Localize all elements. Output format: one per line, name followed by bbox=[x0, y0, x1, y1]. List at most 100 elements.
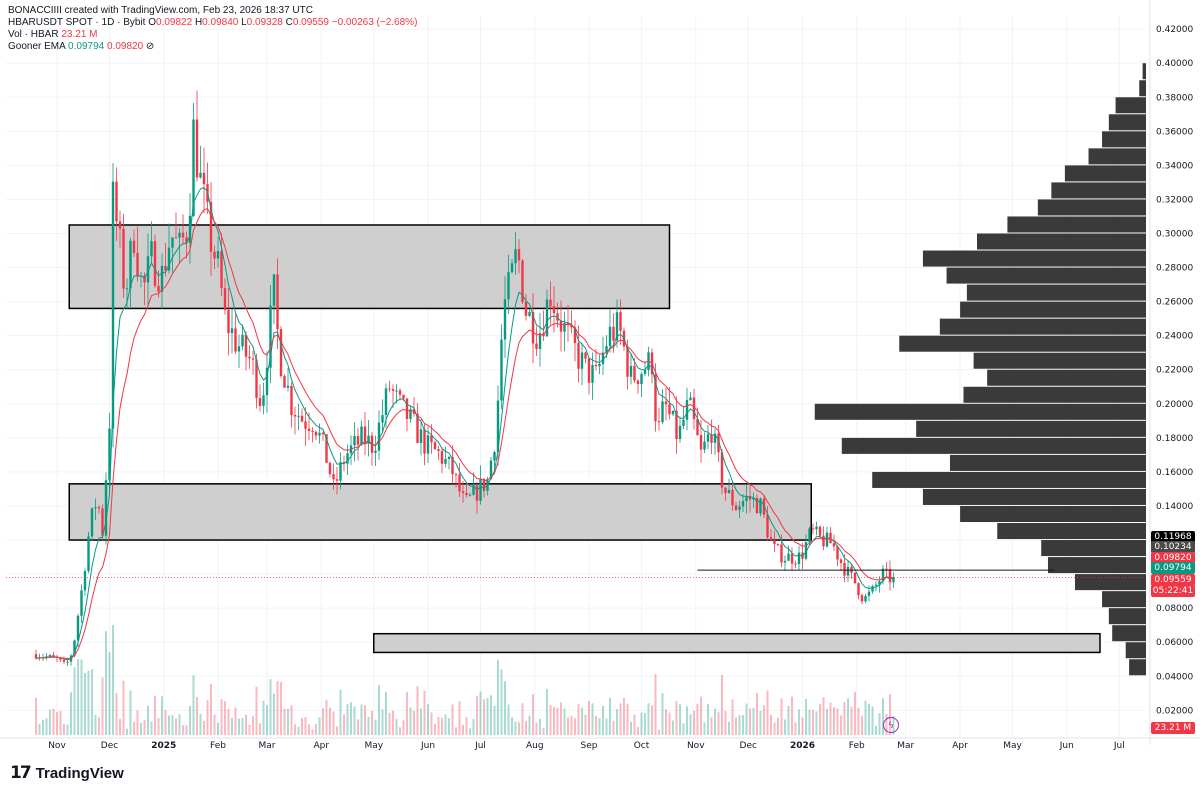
volume-bar bbox=[563, 708, 566, 735]
volume-bar bbox=[182, 725, 184, 735]
volume-legend[interactable]: Vol · HBAR 23.21 M bbox=[8, 29, 417, 41]
volume-bar bbox=[136, 710, 139, 735]
volume-bar bbox=[850, 706, 853, 735]
volume-bar bbox=[598, 718, 601, 735]
x-tick-label: Sep bbox=[581, 741, 598, 751]
candle-body bbox=[129, 240, 132, 289]
candle-body bbox=[696, 418, 699, 436]
volume-bar bbox=[780, 698, 783, 735]
volume-bar bbox=[672, 720, 674, 735]
profile-bar bbox=[1041, 540, 1146, 557]
candle-body bbox=[115, 181, 118, 222]
volume-bar bbox=[378, 685, 380, 735]
profile-bar bbox=[963, 386, 1146, 403]
volume-bar bbox=[451, 704, 454, 735]
volume-bar bbox=[878, 713, 881, 735]
open-label: O bbox=[148, 17, 156, 28]
x-tick-label: 2025 bbox=[151, 741, 176, 751]
volume-bar bbox=[280, 682, 282, 735]
volume-bar bbox=[840, 715, 842, 735]
candle-body bbox=[195, 119, 199, 178]
candle-body bbox=[678, 425, 682, 439]
candle-body bbox=[745, 495, 748, 502]
candle-body bbox=[682, 419, 685, 426]
volume-bar bbox=[549, 705, 552, 735]
candle-body bbox=[90, 508, 94, 537]
candle-body bbox=[608, 326, 612, 346]
candle-body bbox=[269, 305, 272, 368]
volume-bar bbox=[889, 694, 891, 735]
volume-bar bbox=[59, 711, 62, 735]
profile-bar bbox=[973, 352, 1146, 369]
candle-body bbox=[528, 312, 531, 316]
profile-bar bbox=[922, 250, 1146, 267]
profile-bar bbox=[1037, 199, 1146, 216]
candle-body bbox=[146, 256, 150, 283]
candle-body bbox=[325, 434, 328, 463]
candle-body bbox=[748, 495, 752, 500]
candle-body bbox=[87, 536, 90, 572]
candle-body bbox=[727, 489, 731, 493]
x-tick-label: Feb bbox=[210, 741, 226, 751]
candle-body bbox=[314, 431, 318, 436]
candle-body bbox=[885, 568, 888, 570]
volume-bar bbox=[507, 704, 510, 735]
candle-body bbox=[353, 436, 356, 446]
tradingview-logo[interactable]: 17 TradingView bbox=[10, 763, 124, 783]
symbol-label[interactable]: HBARUSDT SPOT · 1D · Bybit bbox=[8, 17, 146, 28]
candle-body bbox=[258, 397, 262, 407]
lightning-icon[interactable]: ϟ bbox=[883, 717, 899, 733]
volume-bar bbox=[679, 704, 681, 735]
candle-body bbox=[52, 655, 55, 657]
candle-body bbox=[878, 581, 881, 585]
volume-bar bbox=[486, 698, 489, 735]
candle-body bbox=[738, 506, 741, 510]
candle-body bbox=[94, 507, 97, 509]
candle-body bbox=[640, 373, 643, 385]
volume-bar bbox=[661, 693, 664, 735]
candle-body bbox=[668, 404, 671, 415]
candle-body bbox=[339, 462, 342, 481]
candle-body bbox=[160, 265, 164, 292]
volume-bar bbox=[798, 709, 800, 735]
candle-body bbox=[454, 474, 458, 476]
volume-bar bbox=[469, 728, 471, 735]
candle-body bbox=[430, 435, 433, 443]
candle-body bbox=[892, 577, 895, 583]
candle-body bbox=[283, 376, 286, 388]
volume-bar bbox=[493, 705, 496, 735]
volume-bar bbox=[133, 722, 135, 735]
candle-body bbox=[808, 528, 811, 543]
x-tick-label: Apr bbox=[952, 741, 968, 751]
high-label: H bbox=[194, 17, 203, 28]
symbol-ohlc-line[interactable]: HBARUSDT SPOT · 1D · Bybit O0.09822 H0.0… bbox=[8, 17, 417, 29]
volume-bar bbox=[588, 700, 590, 735]
candle-body bbox=[601, 352, 605, 364]
volume-bar bbox=[763, 705, 765, 735]
candle-body bbox=[664, 401, 668, 405]
x-tick-label: Mar bbox=[897, 741, 914, 751]
ema-legend[interactable]: Gooner EMA 0.09794 0.09820 ⊘ bbox=[8, 41, 417, 53]
volume-bar bbox=[665, 709, 667, 735]
volume-bar bbox=[707, 703, 709, 735]
y-tick-label: 0.04000 bbox=[1156, 672, 1193, 682]
time-axis[interactable]: Nov Dec 2025 Feb Mar Apr May Jun Jul Aug Sep Oct Nov… bbox=[0, 737, 1200, 751]
hidden-eye-icon[interactable]: ⊘ bbox=[145, 41, 155, 52]
candle-body bbox=[685, 400, 689, 420]
candle-body bbox=[433, 442, 437, 450]
candle-body bbox=[577, 343, 580, 369]
candle-body bbox=[405, 398, 409, 420]
price-axis[interactable]: 0.42000 0.40000 0.38000 0.36000 0.34000 0.320… bbox=[1149, 0, 1193, 745]
candle-body bbox=[181, 232, 185, 238]
candle-body bbox=[363, 426, 367, 444]
volume-bar bbox=[476, 696, 478, 735]
candle-body bbox=[888, 569, 892, 583]
volume-bar bbox=[752, 707, 755, 735]
x-tick-label: Dec bbox=[740, 741, 757, 751]
volume-bar bbox=[199, 713, 202, 735]
volume-bar bbox=[528, 715, 531, 735]
candle-body bbox=[447, 456, 451, 459]
volume-bar bbox=[94, 715, 97, 735]
candle-body bbox=[199, 172, 202, 178]
